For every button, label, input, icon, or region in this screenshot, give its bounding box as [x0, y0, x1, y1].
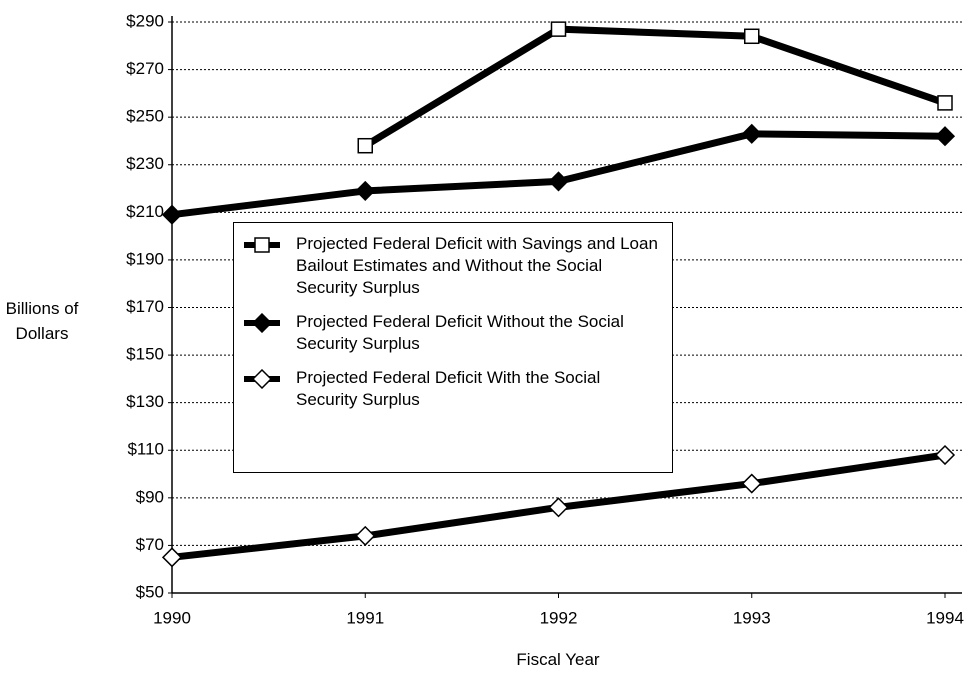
legend-entry: Projected Federal Deficit with Savings a… — [242, 233, 664, 299]
marker — [744, 28, 760, 45]
series-line — [363, 25, 947, 149]
y-tick-label: $150 — [126, 345, 164, 364]
marker — [161, 204, 183, 225]
y-tick-label: $270 — [126, 59, 164, 78]
y-tick-label: $130 — [126, 392, 164, 411]
x-tick-label: 1990 — [153, 608, 191, 627]
x-tick-label: 1992 — [540, 608, 578, 627]
marker — [934, 126, 956, 147]
y-tick-label: $190 — [126, 249, 164, 268]
y-tick-label: $230 — [126, 154, 164, 173]
legend-entry: Projected Federal Deficit Without the So… — [242, 311, 664, 355]
y-axis-label: Billions of Dollars — [5, 299, 79, 343]
y-tick-label: $70 — [136, 535, 164, 554]
marker — [254, 237, 270, 253]
marker — [355, 525, 376, 546]
marker — [741, 473, 762, 494]
x-tick-label: 1994 — [926, 608, 964, 627]
legend-label: Projected Federal Deficit Without the So… — [296, 312, 624, 353]
marker — [357, 137, 373, 154]
marker — [934, 444, 956, 466]
legend-label: Projected Federal Deficit With the Socia… — [296, 368, 601, 409]
marker — [161, 547, 183, 568]
y-tick-label: $250 — [126, 107, 164, 126]
x-axis-label: Fiscal Year — [516, 650, 600, 669]
marker — [251, 313, 273, 333]
legend-label: Projected Federal Deficit with Savings a… — [296, 234, 658, 297]
marker — [548, 497, 569, 518]
marker — [548, 171, 569, 192]
x-tick-label: 1993 — [733, 608, 771, 627]
legend-entry: Projected Federal Deficit With the Socia… — [242, 367, 664, 411]
y-tick-label: $290 — [126, 11, 164, 30]
y-tick-label: $170 — [126, 297, 164, 316]
legend-icon — [244, 369, 280, 389]
legend: Projected Federal Deficit with Savings a… — [233, 222, 673, 473]
marker — [355, 180, 376, 201]
y-tick-label: $110 — [127, 440, 164, 459]
x-tick-label: 1991 — [346, 608, 384, 627]
y-tick-label: $50 — [136, 582, 164, 601]
legend-icon — [244, 237, 280, 253]
marker — [741, 123, 762, 144]
marker — [550, 21, 567, 37]
legend-icon — [244, 313, 280, 333]
y-tick-label: $90 — [136, 487, 164, 506]
marker — [251, 369, 273, 389]
marker — [937, 95, 953, 111]
y-tick-label: $210 — [126, 202, 164, 221]
